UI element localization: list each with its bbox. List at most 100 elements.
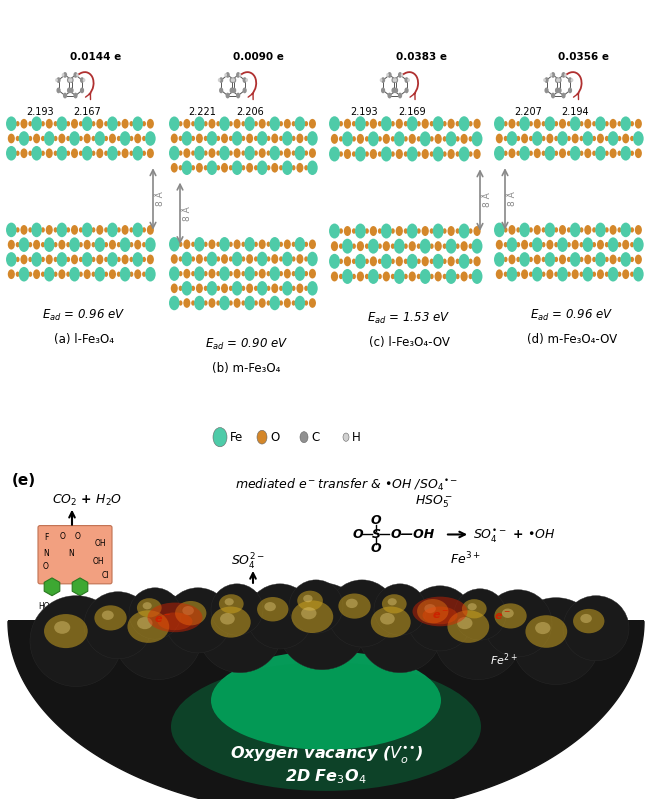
Circle shape: [266, 241, 270, 247]
Circle shape: [191, 256, 195, 261]
Circle shape: [169, 117, 180, 131]
Circle shape: [433, 146, 443, 161]
Circle shape: [16, 227, 20, 233]
Circle shape: [254, 121, 258, 126]
Circle shape: [394, 88, 398, 93]
Circle shape: [270, 237, 280, 252]
Circle shape: [509, 119, 515, 129]
Circle shape: [254, 286, 258, 291]
Circle shape: [370, 226, 377, 236]
Circle shape: [555, 88, 559, 93]
Circle shape: [292, 271, 296, 276]
Circle shape: [507, 267, 517, 281]
Circle shape: [309, 240, 316, 249]
Circle shape: [28, 136, 32, 141]
Circle shape: [571, 269, 579, 279]
Circle shape: [266, 271, 270, 276]
Circle shape: [292, 121, 296, 126]
Circle shape: [460, 272, 468, 281]
Circle shape: [471, 239, 483, 253]
Circle shape: [618, 136, 622, 141]
Circle shape: [142, 227, 146, 233]
Circle shape: [71, 149, 78, 158]
Ellipse shape: [303, 594, 313, 602]
Circle shape: [307, 252, 318, 266]
Circle shape: [447, 226, 454, 236]
Circle shape: [592, 256, 596, 262]
Circle shape: [307, 131, 318, 145]
Circle shape: [541, 227, 545, 233]
Circle shape: [394, 131, 405, 146]
Circle shape: [284, 268, 291, 279]
Circle shape: [391, 88, 396, 93]
Circle shape: [630, 150, 634, 156]
Circle shape: [147, 149, 154, 158]
Circle shape: [554, 150, 558, 156]
Circle shape: [242, 286, 246, 291]
Circle shape: [434, 593, 522, 680]
Circle shape: [609, 119, 616, 129]
Circle shape: [365, 121, 369, 126]
Circle shape: [417, 151, 421, 157]
Circle shape: [41, 242, 45, 248]
Circle shape: [541, 256, 545, 262]
Circle shape: [129, 242, 133, 248]
Circle shape: [383, 134, 390, 144]
Circle shape: [204, 165, 208, 170]
Circle shape: [107, 117, 118, 131]
Circle shape: [368, 131, 379, 146]
Circle shape: [216, 286, 220, 291]
Text: F: F: [44, 534, 48, 543]
Circle shape: [56, 88, 61, 93]
Circle shape: [545, 252, 555, 267]
Circle shape: [387, 93, 392, 98]
Circle shape: [232, 281, 242, 296]
Circle shape: [390, 136, 395, 141]
Circle shape: [390, 259, 395, 264]
Circle shape: [266, 256, 270, 261]
Circle shape: [339, 259, 343, 264]
Text: O: O: [43, 562, 49, 571]
Circle shape: [339, 151, 343, 157]
Circle shape: [183, 119, 191, 129]
Circle shape: [434, 134, 442, 144]
Circle shape: [381, 88, 385, 93]
Circle shape: [54, 242, 57, 248]
Circle shape: [342, 269, 353, 284]
Circle shape: [618, 150, 622, 156]
Circle shape: [355, 146, 366, 161]
Circle shape: [16, 242, 20, 248]
Circle shape: [378, 229, 382, 234]
Ellipse shape: [581, 614, 592, 623]
Circle shape: [54, 227, 57, 233]
Circle shape: [216, 136, 220, 141]
Circle shape: [396, 226, 403, 236]
Circle shape: [532, 237, 543, 252]
Ellipse shape: [171, 662, 481, 791]
Circle shape: [352, 136, 356, 141]
Circle shape: [225, 72, 230, 78]
Ellipse shape: [211, 651, 441, 749]
Ellipse shape: [219, 594, 244, 614]
Circle shape: [46, 149, 53, 158]
Circle shape: [242, 136, 246, 141]
Circle shape: [117, 136, 121, 141]
Circle shape: [307, 281, 318, 296]
Circle shape: [352, 151, 356, 157]
Circle shape: [242, 271, 246, 276]
Circle shape: [221, 163, 228, 173]
Text: $HSO_5^-$: $HSO_5^-$: [415, 493, 453, 510]
Circle shape: [194, 266, 204, 281]
Circle shape: [279, 121, 283, 126]
Circle shape: [289, 580, 343, 633]
Text: 8 Å: 8 Å: [483, 193, 492, 208]
Circle shape: [54, 272, 57, 277]
Circle shape: [557, 131, 568, 145]
Circle shape: [605, 136, 609, 141]
Ellipse shape: [220, 613, 234, 625]
Circle shape: [365, 229, 369, 234]
Circle shape: [579, 150, 583, 156]
Text: N: N: [68, 549, 74, 559]
Circle shape: [19, 267, 29, 281]
Text: 2.221: 2.221: [189, 107, 217, 117]
